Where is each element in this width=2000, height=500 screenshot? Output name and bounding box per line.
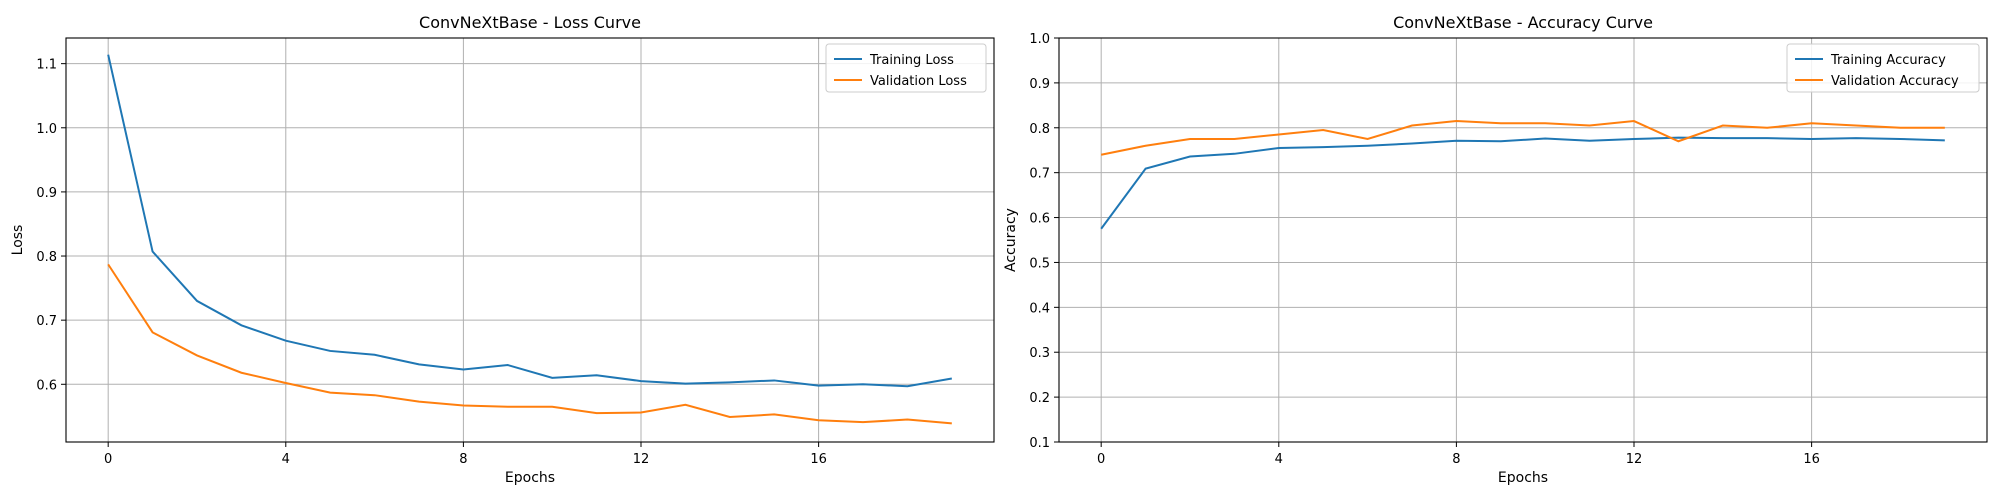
accuracy-y-tick-label: 0.6 [1029, 212, 1050, 227]
loss-y-tick-label: 0.6 [36, 378, 57, 393]
loss-x-tick-label: 0 [104, 452, 112, 467]
accuracy-y-tick-label: 0.8 [1029, 122, 1050, 137]
accuracy-series-validation-line [1100, 120, 1945, 156]
accuracy-x-tick-label: 8 [1452, 452, 1460, 467]
loss-x-tick-label: 12 [633, 452, 650, 467]
accuracy-y-tick-label: 0.1 [1029, 436, 1050, 451]
accuracy-y-tick-label: 0.3 [1029, 346, 1050, 361]
loss-series-validation-line [107, 263, 952, 425]
accuracy-chart-ylabel: Accuracy [1003, 208, 1019, 272]
loss-chart-ylabel: Loss [10, 225, 26, 256]
accuracy-y-tick-label: 0.2 [1029, 391, 1050, 406]
accuracy-series-training-line [1100, 136, 1945, 230]
accuracy-chart: ConvNeXtBase - Accuracy Curve Epochs Acc… [1003, 13, 1988, 486]
loss-legend-frame [825, 43, 987, 93]
accuracy-y-tick-label: 1.0 [1029, 32, 1050, 47]
loss-y-tick-label: 0.9 [36, 186, 57, 201]
accuracy-y-tick-label: 0.9 [1029, 77, 1050, 92]
accuracy-legend-frame [1786, 43, 1980, 93]
accuracy-x-tick-label: 0 [1097, 452, 1105, 467]
loss-plot-frame [65, 37, 995, 443]
accuracy-legend-label: Validation Accuracy [1831, 74, 1959, 89]
loss-x-tick-label: 8 [459, 452, 467, 467]
loss-y-tick-label: 1.0 [36, 122, 57, 137]
loss-chart-xlabel: Epochs [505, 470, 555, 486]
loss-legend: Training Loss Validation Loss [825, 43, 987, 93]
accuracy-chart-title: ConvNeXtBase - Accuracy Curve [1393, 13, 1653, 32]
loss-chart: ConvNeXtBase - Loss Curve Epochs Loss 0 4… [10, 13, 995, 486]
accuracy-y-tick-label: 0.5 [1029, 256, 1050, 271]
loss-y-tick-label: 1.1 [36, 58, 57, 73]
loss-y-tick-label: 0.8 [36, 250, 57, 265]
loss-legend-label: Training Loss [869, 53, 954, 68]
loss-y-tick-label: 0.7 [36, 314, 57, 329]
accuracy-x-tick-label: 16 [1803, 452, 1820, 467]
accuracy-x-tick-label: 4 [1275, 452, 1283, 467]
loss-chart-title: ConvNeXtBase - Loss Curve [419, 13, 641, 32]
accuracy-legend: Training Accuracy Validation Accuracy [1786, 43, 1980, 93]
accuracy-y-tick-label: 0.4 [1029, 301, 1050, 316]
loss-series-training-line [107, 54, 952, 388]
loss-x-tick-label: 4 [282, 452, 290, 467]
accuracy-y-tick-label: 0.7 [1029, 167, 1050, 182]
accuracy-chart-xlabel: Epochs [1498, 470, 1548, 486]
loss-x-tick-label: 16 [810, 452, 827, 467]
accuracy-plot-frame [1058, 37, 1988, 443]
loss-legend-label: Validation Loss [870, 74, 967, 89]
accuracy-legend-label: Training Accuracy [1830, 53, 1946, 68]
accuracy-x-tick-label: 12 [1626, 452, 1643, 467]
